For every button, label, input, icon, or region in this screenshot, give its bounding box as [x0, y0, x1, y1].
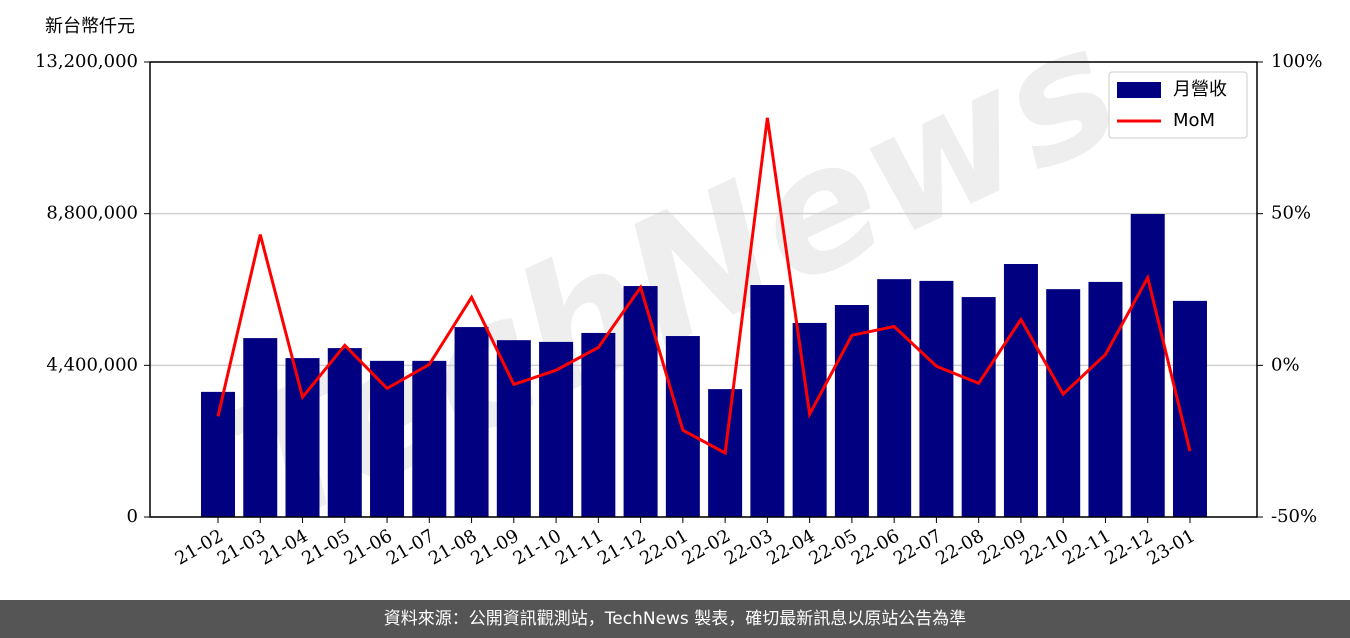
y-tick-label: 4,400,000 — [46, 354, 138, 375]
y2-tick-label: 100% — [1271, 51, 1322, 72]
bar — [623, 286, 658, 517]
bar — [750, 285, 785, 517]
legend-label: MoM — [1173, 110, 1215, 131]
y-axis-label: 新台幣仟元 — [45, 16, 135, 37]
footer: 資料來源：公開資訊觀測站，TechNews 製表，確切最新訊息以原站公告為準 — [0, 600, 1350, 638]
bar — [919, 280, 954, 517]
bar — [1172, 300, 1207, 517]
y-tick-label: 8,800,000 — [46, 203, 138, 224]
bar — [1088, 281, 1123, 517]
bar — [1046, 289, 1081, 517]
x-tick-label: 23-01 — [1144, 525, 1199, 569]
bar — [412, 360, 447, 517]
chart: 新台幣仟元 TechNews04,400,0008,800,00013,200,… — [35, 0, 1323, 570]
bar — [327, 348, 362, 517]
bar — [454, 327, 489, 517]
bar — [961, 297, 996, 517]
y2-tick-label: 50% — [1271, 203, 1311, 224]
bar — [243, 338, 278, 517]
bar — [877, 279, 912, 517]
bar — [370, 360, 405, 517]
y2-tick-label: -50% — [1271, 506, 1317, 527]
legend-swatch — [1117, 82, 1161, 98]
bar — [792, 322, 827, 517]
bar — [834, 305, 869, 517]
bar — [496, 340, 531, 517]
y-tick-label: 13,200,000 — [35, 51, 138, 72]
legend-label: 月營收 — [1173, 79, 1227, 100]
line — [216, 117, 1192, 456]
bar — [581, 332, 616, 517]
bar — [1003, 263, 1038, 517]
bar — [539, 341, 574, 517]
y2-tick-label: 0% — [1271, 354, 1300, 375]
y-tick-label: 0 — [127, 506, 138, 527]
plot-frame — [149, 61, 1258, 518]
bar — [1130, 214, 1165, 518]
